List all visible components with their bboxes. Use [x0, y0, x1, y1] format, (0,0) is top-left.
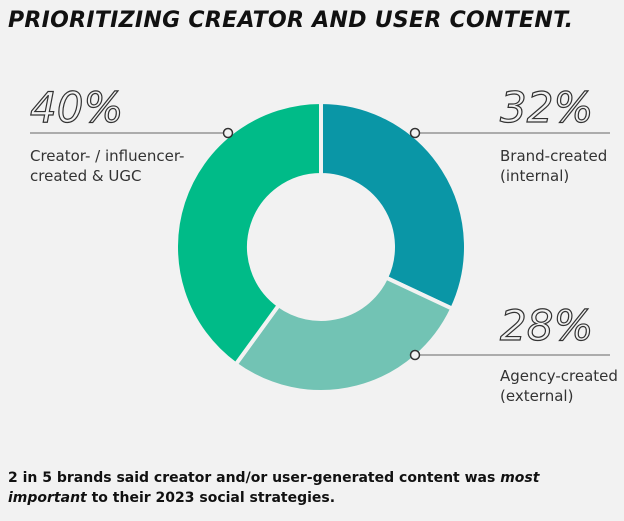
value-label: 32%	[500, 83, 593, 132]
note-text: 2 in 5 brands said creator and/or user-g…	[8, 470, 501, 486]
leader-dot	[222, 127, 234, 139]
note-text: to their 2023 social strategies.	[86, 490, 336, 506]
value-label: 28%	[500, 301, 593, 350]
leader-dot	[409, 127, 421, 139]
note-emphasis: most important	[8, 470, 540, 506]
leader-dot	[409, 349, 421, 361]
value-label: 40%	[30, 83, 123, 132]
slice	[319, 99, 468, 312]
slice	[174, 99, 323, 368]
footnote: 2 in 5 brands said creator and/or user-g…	[8, 468, 608, 508]
category-label: Agency-created (external)	[500, 367, 618, 405]
category-label: Brand-created (internal)	[500, 147, 608, 185]
category-label: Creator- / influencer-created & UGC	[30, 147, 185, 185]
slice	[232, 274, 455, 394]
chart-title: PRIORITIZING CREATOR AND USER CONTENT.	[8, 8, 574, 33]
